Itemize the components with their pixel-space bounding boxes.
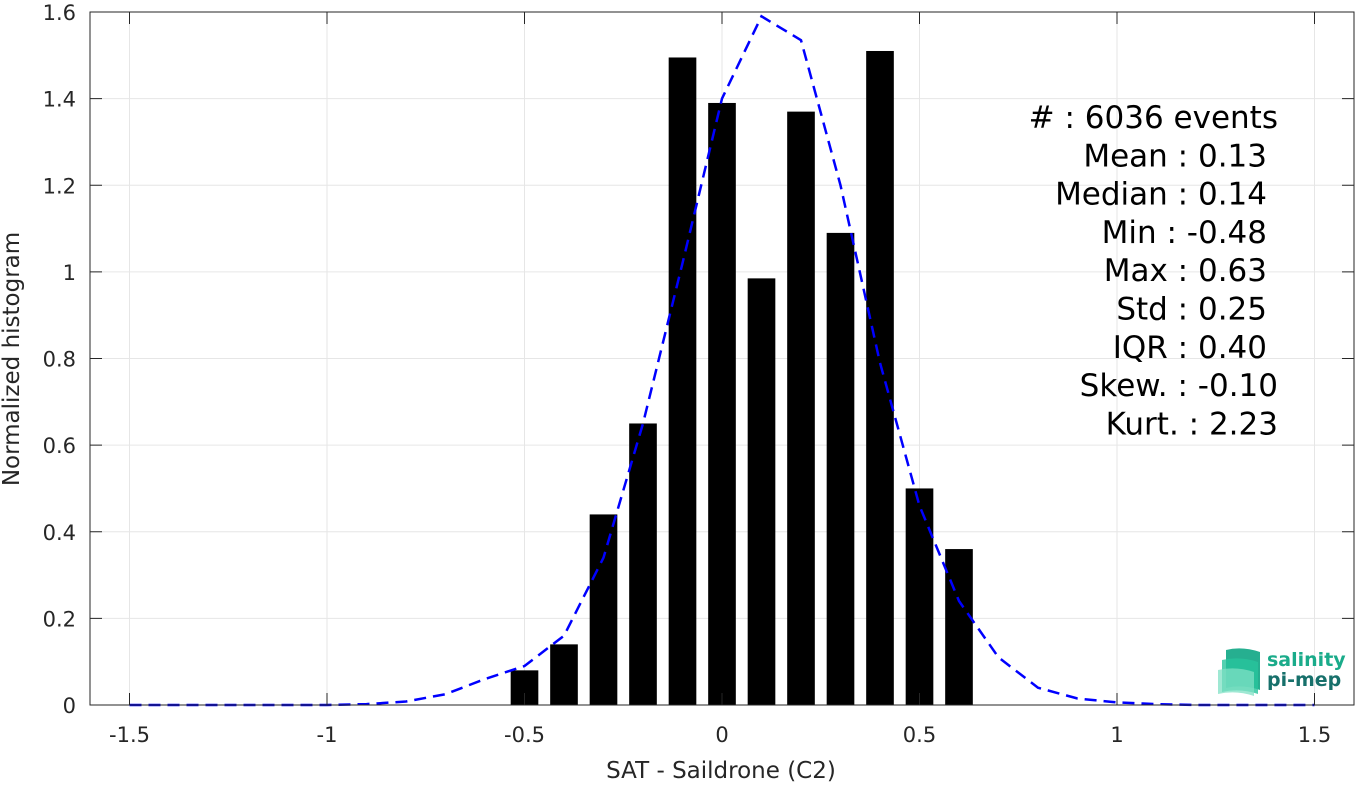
y-tick-label: 1.4 bbox=[43, 88, 76, 112]
logo-text-pi-mep: pi-mep bbox=[1267, 669, 1341, 691]
histogram-bar bbox=[550, 644, 578, 705]
stat-line: Skew. : -0.10 bbox=[1080, 368, 1278, 404]
x-tick-label: -0.5 bbox=[504, 723, 545, 747]
bars-group bbox=[510, 50, 973, 706]
axes-group bbox=[89, 11, 1355, 706]
x-tick-label: -1 bbox=[317, 723, 338, 747]
y-axis-label: Normalized histogram bbox=[0, 232, 25, 486]
x-tick-label: 1 bbox=[1110, 723, 1123, 747]
x-tick-label: 0 bbox=[715, 723, 728, 747]
stat-line: Kurt. : 2.23 bbox=[1106, 406, 1278, 442]
histogram-bar bbox=[826, 232, 855, 706]
stat-line: IQR : 0.40 bbox=[1113, 330, 1267, 366]
salinity-pi-mep-logo: salinity pi-mep bbox=[1218, 648, 1346, 696]
tick-labels: -1.5 -1 -0.5 0 0.5 1 1.5 0 0.2 0.4 0.6 0.8 1 1.2 1.4 1.… bbox=[43, 1, 1332, 747]
histogram-bar bbox=[629, 423, 657, 705]
histogram-bar bbox=[708, 102, 736, 706]
histogram-bar bbox=[905, 488, 934, 705]
y-tick-label: 0 bbox=[63, 694, 76, 718]
stat-line: Std : 0.25 bbox=[1116, 292, 1267, 328]
y-tick-label: 1 bbox=[63, 261, 76, 285]
y-tick-label: 1.6 bbox=[43, 1, 76, 25]
y-tick-label: 0.8 bbox=[43, 348, 76, 372]
histogram-bar bbox=[787, 111, 815, 705]
histogram-bar bbox=[866, 50, 894, 705]
x-tick-label: 1.5 bbox=[1298, 723, 1331, 747]
logo-waves-icon bbox=[1218, 648, 1260, 696]
logo-text-salinity: salinity bbox=[1267, 649, 1346, 671]
y-tick-label: 1.2 bbox=[43, 174, 76, 198]
histogram-bar bbox=[589, 514, 618, 705]
histogram-bar bbox=[945, 549, 973, 705]
x-tick-label: -1.5 bbox=[109, 723, 150, 747]
stat-line: Min : -0.48 bbox=[1102, 215, 1267, 251]
stat-line: # : 6036 events bbox=[1029, 100, 1278, 136]
x-tick-label: 0.5 bbox=[903, 723, 936, 747]
histogram-bar bbox=[747, 278, 776, 705]
stat-line: Median : 0.14 bbox=[1055, 177, 1267, 213]
x-axis-label: SAT - Saildrone (C2) bbox=[606, 758, 836, 784]
y-tick-label: 0.2 bbox=[43, 607, 76, 631]
y-tick-label: 0.4 bbox=[43, 521, 76, 545]
y-tick-label: 0.6 bbox=[43, 434, 76, 458]
stat-line: Max : 0.63 bbox=[1104, 253, 1267, 289]
histogram-bar bbox=[668, 57, 697, 705]
stat-line: Mean : 0.13 bbox=[1083, 138, 1267, 174]
